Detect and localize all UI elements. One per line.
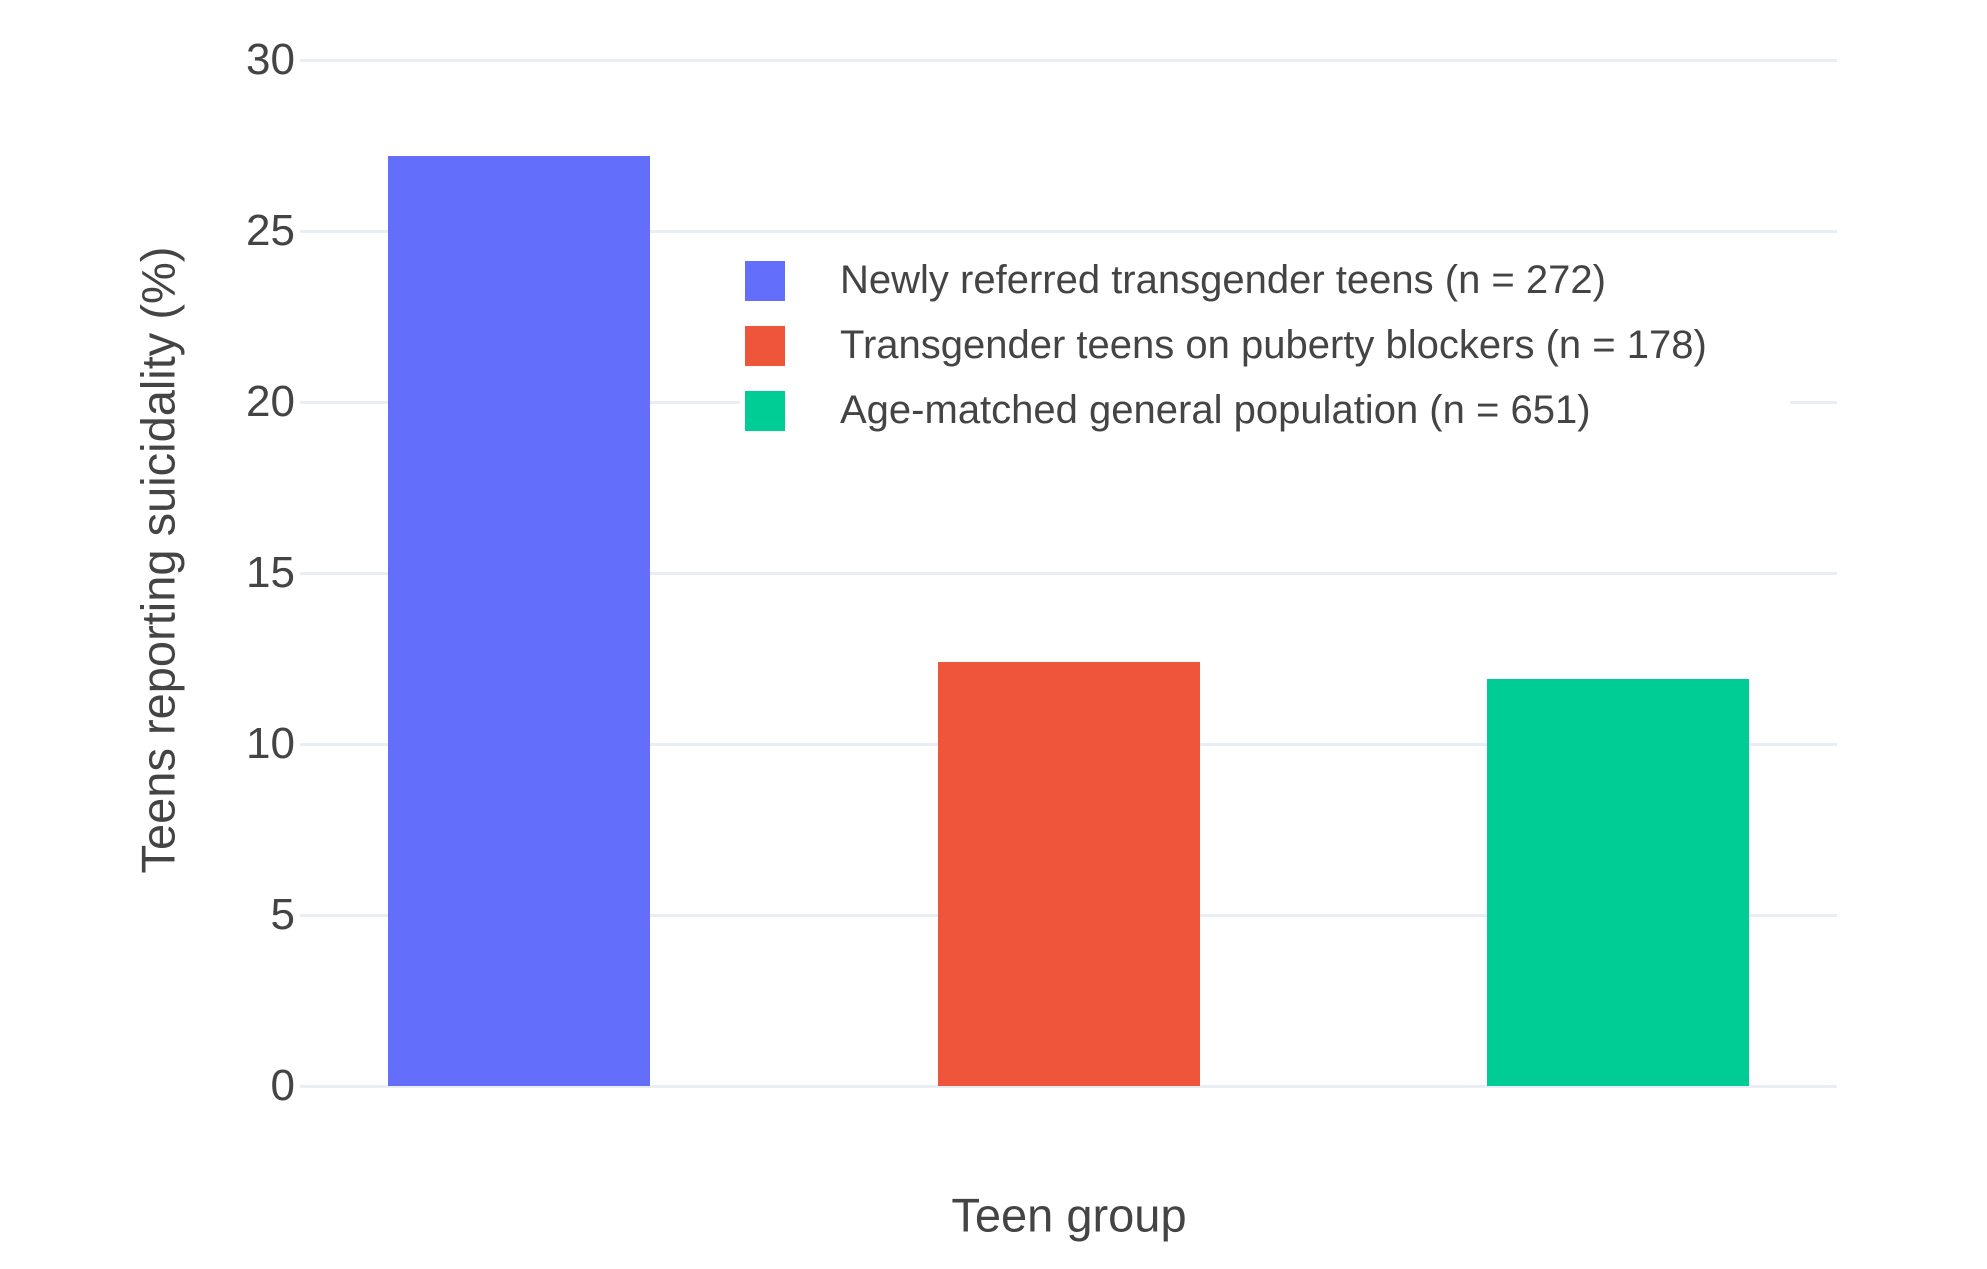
gridline-y-0 xyxy=(300,1084,1837,1088)
legend-swatch-icon xyxy=(745,325,785,366)
legend-label: Newly referred transgender teens (n = 27… xyxy=(840,258,1606,302)
bar-2-puberty-blockers[interactable] xyxy=(938,661,1200,1086)
gridline-y-30 xyxy=(300,58,1837,62)
gridline-y-15 xyxy=(300,571,1837,575)
legend-item-2[interactable]: Transgender teens on puberty blockers (n… xyxy=(740,313,1790,378)
legend-item-1[interactable]: Newly referred transgender teens (n = 27… xyxy=(740,248,1790,313)
legend: Newly referred transgender teens (n = 27… xyxy=(740,246,1790,445)
legend-item-3[interactable]: Age-matched general population (n = 651) xyxy=(740,378,1790,443)
y-tick-label-25: 25 xyxy=(246,206,295,255)
y-tick-label-5: 5 xyxy=(270,890,295,939)
legend-label: Transgender teens on puberty blockers (n… xyxy=(840,323,1707,367)
legend-swatch-icon xyxy=(745,390,785,431)
x-axis-title: Teen group xyxy=(951,1188,1187,1242)
gridline-y-25 xyxy=(300,229,1837,233)
y-tick-label-0: 0 xyxy=(270,1061,295,1110)
legend-label: Age-matched general population (n = 651) xyxy=(840,388,1591,432)
bar-1-newly-referred[interactable] xyxy=(388,155,650,1086)
y-tick-label-30: 30 xyxy=(246,35,295,84)
y-tick-label-15: 15 xyxy=(246,548,295,597)
bar-3-general-population[interactable] xyxy=(1487,679,1749,1086)
legend-swatch-icon xyxy=(745,260,785,301)
y-tick-label-20: 20 xyxy=(246,377,295,426)
y-tick-label-10: 10 xyxy=(246,719,295,768)
